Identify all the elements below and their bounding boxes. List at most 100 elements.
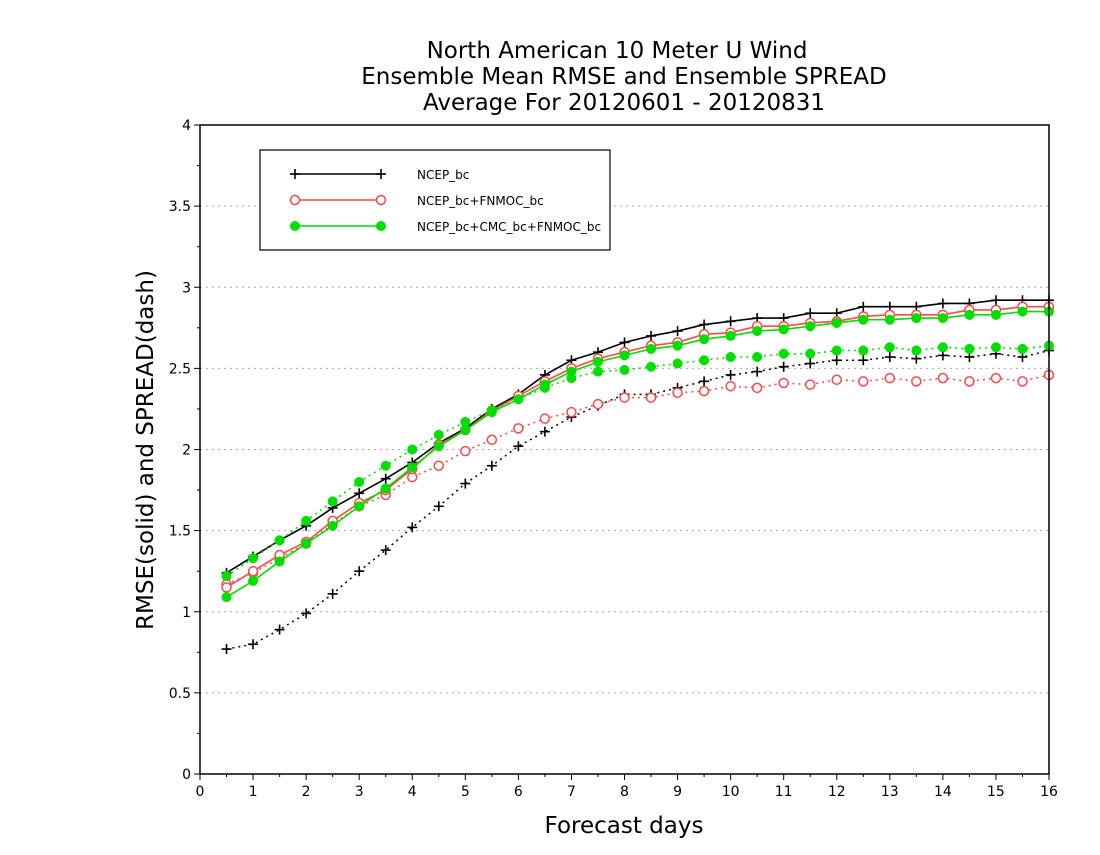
y-tick-label-7: 3.5 xyxy=(169,199,191,215)
chart-title-line-3: Average For 20120601 - 20120831 xyxy=(423,90,825,116)
series-2-rmse-point xyxy=(539,379,550,390)
x-tick-label-7: 7 xyxy=(567,784,576,800)
legend-marker-0-start xyxy=(290,169,300,179)
series-2-spread-line xyxy=(226,344,1050,577)
series-2-spread-point xyxy=(937,342,948,353)
series-1-spread-point xyxy=(778,377,789,389)
series-2-rmse-point xyxy=(619,350,630,361)
series-0-rmse-point xyxy=(937,298,948,309)
series-1-spread-point xyxy=(858,376,869,387)
series-2 xyxy=(221,306,1054,603)
series-1-spread-point xyxy=(911,376,922,387)
series-1-spread-point xyxy=(1017,376,1028,387)
legend-marker-1-end xyxy=(375,194,387,206)
series-1-spread-line xyxy=(226,374,1050,585)
series-2-spread-point xyxy=(354,476,365,487)
series-2-spread-point xyxy=(301,515,312,526)
series-1-spread-point xyxy=(539,413,551,424)
series-0-spread-point xyxy=(513,441,524,452)
legend-marker-1-start xyxy=(289,194,301,206)
series-2-spread-point xyxy=(858,345,869,356)
series-0-spread-point xyxy=(221,644,232,655)
series-2-rmse-point xyxy=(354,501,365,512)
x-tick-label-12: 12 xyxy=(828,784,846,800)
series-2-rmse-point xyxy=(911,313,922,324)
series-2-rmse-line xyxy=(226,310,1049,598)
series-2-spread-point xyxy=(248,553,259,564)
legend: NCEP_bc NCEP_bc+FNMOC_bc NCEP_bc+CMC_bc+FN… xyxy=(259,149,611,251)
series-1-rmse-point xyxy=(247,565,259,577)
x-tick-label-6: 6 xyxy=(514,784,523,800)
series-2-rmse-point xyxy=(460,425,471,436)
x-axis: 0 1 2 3 4 5 6 7 8 9 10 11 12 13 14 15 16 xyxy=(196,774,1058,800)
series-2-rmse-point xyxy=(725,330,736,341)
series-2-spread-point xyxy=(831,345,842,356)
series-2-spread-point xyxy=(646,361,657,372)
x-axis-label: Forecast days xyxy=(545,813,704,839)
series-2-rmse-point xyxy=(884,314,895,325)
y-tick-label-0: 0 xyxy=(182,767,191,783)
legend-label-0: NCEP_bc xyxy=(417,168,469,182)
series-2-rmse-point xyxy=(248,575,259,586)
series-2-rmse-point xyxy=(990,309,1001,320)
series-2-spread-point xyxy=(990,342,1001,353)
series-1-spread-point xyxy=(751,382,763,394)
series-0-rmse-point xyxy=(699,319,710,330)
series-1-spread-point xyxy=(964,376,975,387)
series-1-spread-point xyxy=(698,385,710,397)
y-axis: 0 0.5 1 1.5 2 2.5 3 3.5 4 xyxy=(169,118,200,783)
series-0-spread-point xyxy=(486,460,497,471)
y-tick-label-8: 4 xyxy=(182,118,191,134)
series-1-spread-point xyxy=(884,372,896,384)
series-1-spread-point xyxy=(460,445,471,457)
series-2-rmse-point xyxy=(646,343,657,354)
series-0-spread-point xyxy=(539,426,550,437)
series-0-spread-point xyxy=(327,588,338,599)
series-2-rmse-point xyxy=(221,592,232,603)
x-tick-label-5: 5 xyxy=(461,784,470,800)
x-tick-label-1: 1 xyxy=(249,784,258,800)
series-2-spread-point xyxy=(699,355,710,366)
series-1-spread-point xyxy=(937,372,949,384)
series-0-rmse-line xyxy=(226,299,1049,574)
series-0-spread-point xyxy=(248,639,259,650)
series-2-spread-point xyxy=(752,352,763,363)
series-0-rmse-point xyxy=(619,337,630,348)
legend-label-1: NCEP_bc+FNMOC_bc xyxy=(417,194,544,208)
series-2-spread-point xyxy=(911,345,922,356)
series-2-spread-point xyxy=(380,460,391,471)
series-1-spread-point xyxy=(433,460,445,471)
series-2-rmse-point xyxy=(1017,306,1028,317)
x-tick-label-2: 2 xyxy=(302,784,311,800)
series-0-spread-point xyxy=(805,358,816,369)
gridlines xyxy=(200,205,1049,694)
x-tick-label-16: 16 xyxy=(1040,784,1058,800)
series-0-spread-point xyxy=(831,355,842,366)
x-tick-label-10: 10 xyxy=(722,784,740,800)
y-tick-label-6: 3 xyxy=(182,280,191,296)
series-2-rmse-point xyxy=(805,321,816,332)
y-axis-label: RMSE(solid) and SPREAD(dash) xyxy=(133,270,159,630)
series-2-spread-point xyxy=(221,571,232,582)
legend-marker-0-end xyxy=(376,169,386,179)
x-tick-label-9: 9 xyxy=(673,784,682,800)
legend-entry-2: NCEP_bc+CMC_bc+FNMOC_bc xyxy=(290,220,601,234)
x-tick-label-15: 15 xyxy=(987,784,1005,800)
series-2-spread-point xyxy=(805,348,816,359)
series-2-rmse-point xyxy=(699,334,710,345)
series-2-rmse-point xyxy=(301,538,312,549)
series-2-spread-point xyxy=(327,496,338,507)
series-0-rmse-point xyxy=(646,330,657,341)
series-2-rmse-point xyxy=(592,356,603,367)
series-1-spread-point xyxy=(990,372,1002,384)
legend-marker-2-end xyxy=(376,221,386,231)
series-0-spread-point xyxy=(301,608,312,619)
series-2-spread-point xyxy=(672,358,683,369)
y-tick-label-5: 2.5 xyxy=(169,361,191,377)
series-1 xyxy=(221,301,1055,593)
y-tick-label-1: 0.5 xyxy=(169,686,191,702)
series-2-rmse-point xyxy=(513,394,524,405)
x-tick-label-4: 4 xyxy=(408,784,417,800)
